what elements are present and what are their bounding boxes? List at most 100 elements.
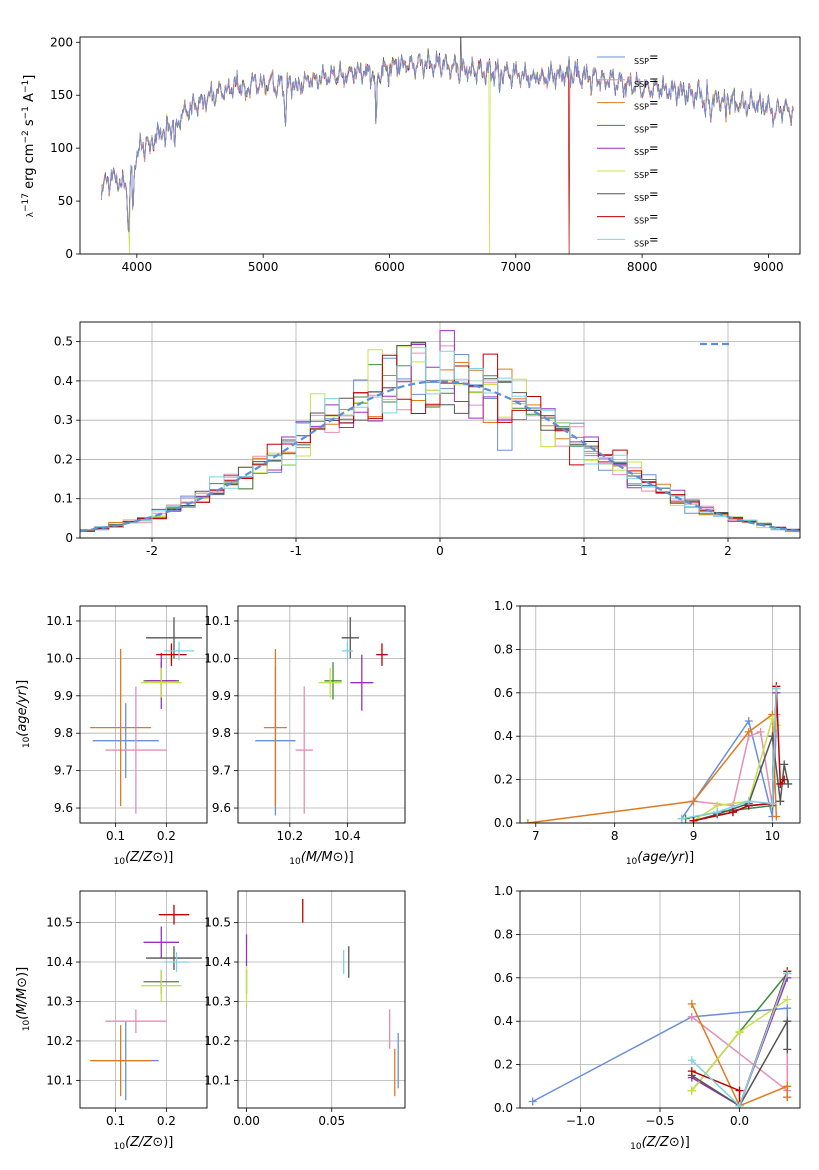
tick-label-x: −0.5: [645, 1114, 674, 1128]
tick-label-y: 10.2: [46, 1034, 73, 1048]
legend-sub: SSP: [634, 217, 649, 226]
tick-label-y: 9.6: [54, 801, 73, 815]
legend-label: SSP=: [634, 118, 659, 134]
spectrum-line-kroupa_stelib: [101, 51, 794, 233]
axis-label-part: ⊙)]: [15, 967, 30, 988]
tick-label-y: 0.4: [494, 1014, 513, 1028]
axis-label-part: (Z/Z: [642, 1135, 670, 1150]
tick-label-y: 0: [65, 531, 73, 545]
legend-eq: =: [649, 210, 659, 224]
tick-label-y: 0.0: [494, 816, 513, 830]
legend-eq: =: [649, 232, 659, 246]
spectrum-line-chabrier_stelib: [101, 37, 794, 232]
weight-marker-kroupa_stelib: [783, 969, 792, 978]
axes-weight_vs_age: 7 8 9 10 0.0 0.2 0.4 0.6 0.8 1.0: [494, 599, 801, 843]
plot-area: [101, 37, 794, 254]
tick-label-x: 9000: [753, 260, 784, 274]
weight-marker-kroupa_miles: [783, 1093, 792, 1102]
weight-marker-kroupa_miles: [523, 819, 532, 823]
axis-label-part: ⊙)]: [152, 1135, 173, 1150]
weight-marker-kroupa_elodie: [783, 995, 792, 1004]
legend-label: SSP=: [634, 50, 659, 66]
weight-marker-kroupa_miles: [783, 1082, 792, 1091]
x-axis-label: 10(M/M⊙)]: [289, 850, 353, 867]
y-axis-label: 10(age/yr)]: [15, 680, 32, 748]
tick-label-x: 0.00: [233, 1114, 260, 1128]
axis-label-part: (age/yr: [15, 688, 30, 736]
tick-label-y: 10.3: [46, 994, 73, 1008]
weight-marker-salpeter_miles: [756, 727, 765, 736]
legend-label: SSP=: [634, 141, 659, 157]
weight-marker-chabrier_stelib: [784, 779, 793, 788]
tick-label-y: 10.1: [204, 1073, 231, 1087]
tick-label-y: 0: [65, 247, 73, 261]
axis-label-sub: 10: [626, 857, 638, 867]
legend-label: SSP=: [634, 96, 659, 112]
y-axis-label-part: erg cm: [22, 144, 37, 193]
weight-marker-chabrier_miles: [744, 717, 753, 726]
legend-sub: SSP: [634, 148, 649, 157]
weight-marker-kroupa_stelib: [687, 1056, 696, 1065]
tick-label-x: -2: [146, 544, 158, 558]
legend-eq: =: [649, 96, 659, 110]
tick-label-y: 0.3: [54, 413, 73, 427]
axis-label-sub: 10: [289, 857, 301, 867]
axes-frame: [519, 890, 801, 1109]
tick-label-y: 10.5: [204, 916, 231, 930]
tick-label-y: 10.4: [46, 955, 73, 969]
plot-area: [90, 904, 202, 1101]
x-axis-label: 10(Z/Z⊙)]: [114, 1135, 174, 1152]
weight-line-kroupa_miles: [691, 1003, 789, 1107]
legend-eq: =: [649, 141, 659, 155]
plot-area: [255, 617, 388, 816]
tick-label-x: 10.2: [276, 829, 303, 843]
tick-label-y: 10.1: [46, 614, 73, 628]
weight-marker-chabrier_miles: [528, 1097, 537, 1106]
tick-label-x: 10: [765, 829, 780, 843]
tick-label-x: 9: [690, 829, 698, 843]
weight-marker-chabrier_stelib: [783, 1017, 792, 1026]
weight-marker-salpeter_stelib: [776, 779, 785, 788]
tick-label-y: 9.8: [54, 726, 73, 740]
legend-label: SSP=: [634, 187, 659, 203]
weight-marker-salpeter_stelib: [687, 1067, 696, 1076]
tick-label-y: 10.3: [204, 994, 231, 1008]
weight-marker-chabrier_miles: [783, 1004, 792, 1013]
weight-marker-kroupa_miles: [687, 999, 696, 1008]
legend-label: SSP=: [634, 232, 659, 248]
y-axis-label-part: −1: [21, 106, 31, 119]
weight-marker-salpeter_stelib: [780, 775, 789, 784]
plot-area: [245, 898, 399, 1097]
weight-marker-kroupa_elodie: [687, 1086, 696, 1095]
tick-label-y: 9.7: [54, 764, 73, 778]
tick-label-x: 0.2: [157, 1114, 176, 1128]
axes-frame: [237, 890, 406, 1109]
tick-label-x: 8000: [627, 260, 658, 274]
tick-label-y: 0.8: [494, 642, 513, 656]
weight-marker-kroupa_miles: [744, 727, 753, 736]
axis-label-sub: 10: [22, 1019, 32, 1031]
axis-label-sub: 10: [22, 736, 32, 748]
tick-label-y: 0.2: [494, 1058, 513, 1072]
y-axis-label-part: s: [22, 119, 37, 130]
tick-label-x: 4000: [122, 260, 153, 274]
tick-label-y: 9.7: [212, 764, 231, 778]
tick-label-y: 1.0: [494, 599, 513, 613]
tick-label-x: 5000: [248, 260, 279, 274]
legend-label: SSP=: [634, 73, 659, 89]
tick-label-x: 0.05: [318, 1114, 345, 1128]
tick-label-x: 6000: [374, 260, 405, 274]
tick-label-y: 0.2: [494, 773, 513, 787]
tick-label-y: 50: [58, 194, 73, 208]
tick-label-y: 10.2: [204, 1034, 231, 1048]
weight-marker-kroupa_stelib: [677, 814, 686, 823]
legend-sub: SSP: [634, 194, 649, 203]
tick-label-y: 0.4: [54, 374, 73, 388]
tick-label-x: 1: [580, 544, 588, 558]
legend-eq: =: [649, 187, 659, 201]
weight-marker-chabrier_stelib: [776, 797, 785, 806]
tick-label-y: 9.9: [212, 689, 231, 703]
tick-label-x: 0.1: [106, 829, 125, 843]
legend-sub: SSP: [634, 103, 649, 112]
histogram-kroupa_stelib: [80, 347, 800, 532]
